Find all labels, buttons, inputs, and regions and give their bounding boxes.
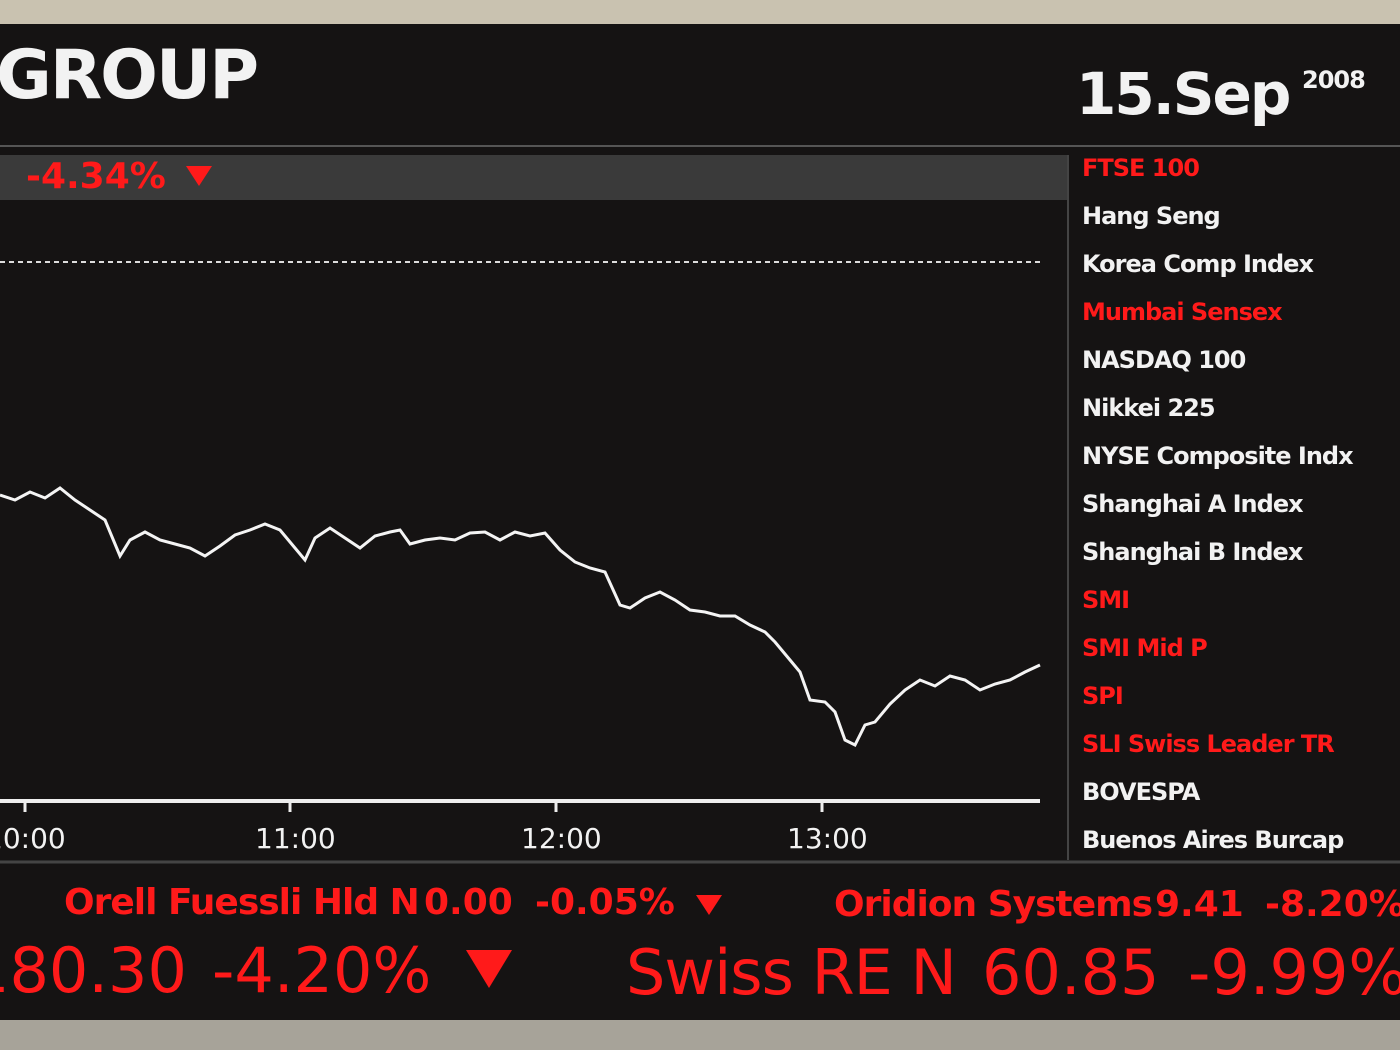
down-arrow <box>466 950 512 988</box>
ticker-price: 60.85 <box>982 936 1160 1009</box>
index-name: Korea Comp Index <box>1082 250 1314 278</box>
ticker-change: -9.99% <box>1188 936 1400 1009</box>
down-arrow <box>186 166 212 186</box>
x-label: 11:00 <box>255 822 336 855</box>
x-label: 13:00 <box>787 822 868 855</box>
ticker-change: -0.05% <box>535 882 675 923</box>
x-label: 12:00 <box>521 822 602 855</box>
index-name: SMI <box>1082 586 1130 614</box>
index-name: Hang Seng <box>1082 202 1221 230</box>
ticker-price: 0.00 <box>424 882 513 923</box>
wall-bottom <box>0 1020 1400 1050</box>
ticker-name: Swiss RE N <box>626 936 957 1009</box>
x-ticks <box>23 801 824 812</box>
index-name: NYSE Composite Indx <box>1082 442 1354 470</box>
index-name: Buenos Aires Burcap <box>1082 826 1344 854</box>
wall-top <box>0 0 1400 24</box>
x-label: 10:00 <box>0 822 66 855</box>
index-change: -4.34% <box>26 156 166 197</box>
index-name: SPI <box>1082 682 1124 710</box>
year: 2008 <box>1302 66 1366 94</box>
index-name: Shanghai B Index <box>1082 538 1303 566</box>
index-bar <box>0 155 1068 200</box>
divider <box>0 145 1400 147</box>
ticker-change: -8.20% <box>1265 884 1400 925</box>
date: 15.Sep <box>1076 60 1291 128</box>
ticker-price: 9.41 <box>1155 884 1244 925</box>
index-name: Shanghai A Index <box>1082 490 1304 518</box>
index-name: FTSE 100 <box>1082 154 1200 182</box>
title: GROUP <box>0 36 259 115</box>
index-name: SMI Mid P <box>1082 634 1208 662</box>
index-name: Mumbai Sensex <box>1082 298 1283 326</box>
index-name: SLI Swiss Leader TR <box>1082 730 1335 758</box>
ticker-name: Oridion Systems <box>834 884 1153 925</box>
index-name: BOVESPA <box>1082 778 1200 806</box>
ticker-name: Orell Fuessli Hld N <box>64 882 420 923</box>
index-name: Nikkei 225 <box>1082 394 1216 422</box>
down-arrow <box>696 895 722 915</box>
index-name: NASDAQ 100 <box>1082 346 1246 374</box>
price-line <box>0 486 1041 748</box>
ticker-price: 180.30 <box>0 934 187 1007</box>
ticker-change: -4.20% <box>212 934 432 1007</box>
